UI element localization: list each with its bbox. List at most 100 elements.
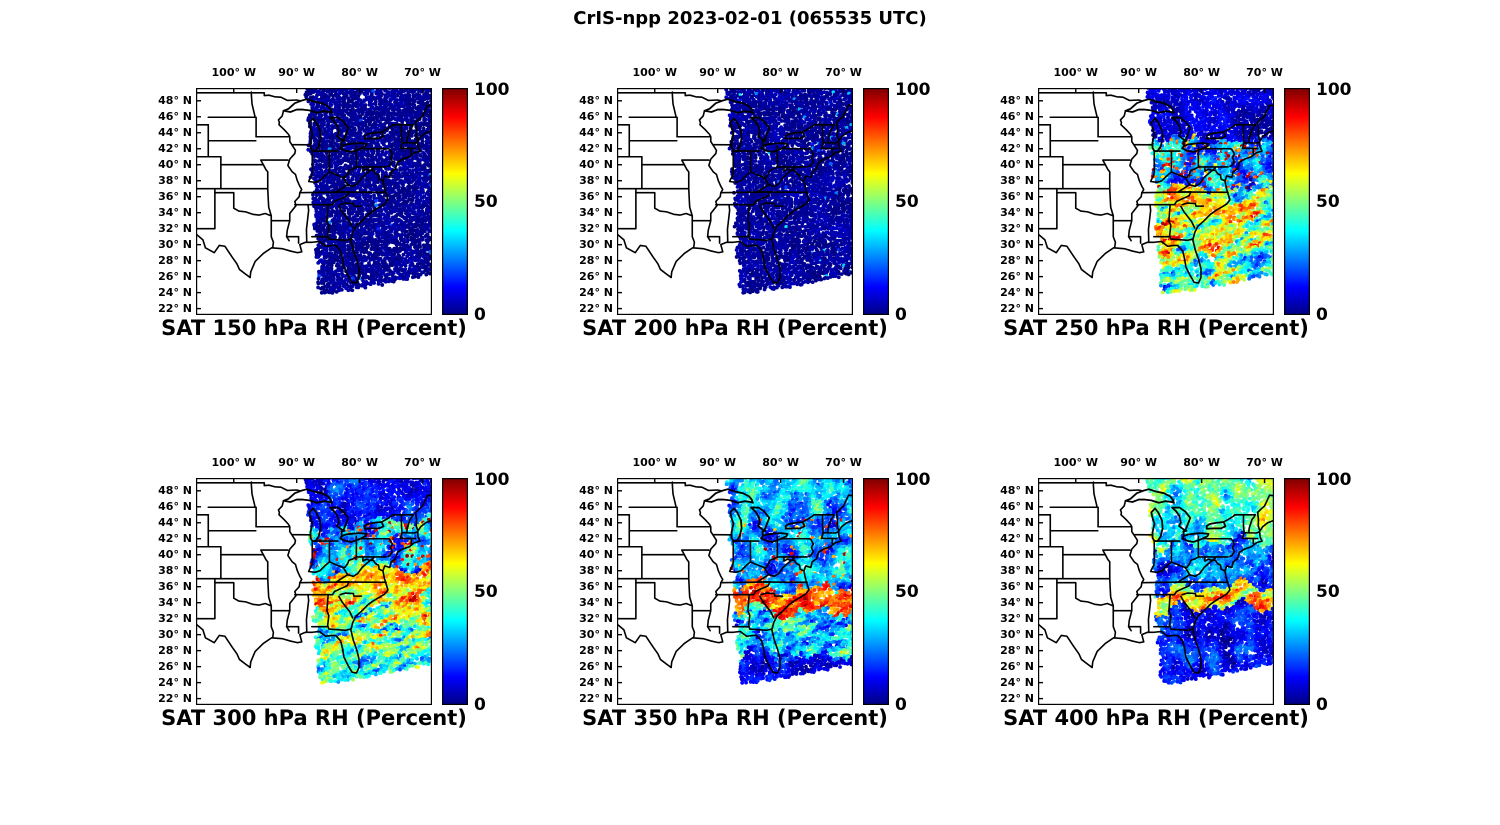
map-canvas	[196, 478, 432, 705]
lon-tick-label: 90° W	[278, 66, 316, 79]
map-panel: 100° W 90° W 80° W 70° W 48° N 46° N 44° N 42°…	[990, 450, 1354, 750]
map-canvas	[1038, 478, 1274, 705]
lat-tick-label: 40° N	[1000, 547, 1034, 561]
colorbar	[442, 88, 468, 315]
lat-tick-label: 34° N	[1000, 205, 1034, 219]
lat-tick-label: 42° N	[579, 531, 613, 545]
lat-tick-label: 26° N	[1000, 659, 1034, 673]
lat-tick-label: 36° N	[1000, 579, 1034, 593]
lat-tick-label: 38° N	[158, 173, 192, 187]
lat-tick-label: 32° N	[1000, 611, 1034, 625]
lat-tick-label: 28° N	[158, 643, 192, 657]
lat-tick-label: 26° N	[158, 659, 192, 673]
lat-tick-label: 34° N	[1000, 595, 1034, 609]
lon-tick-label: 100° W	[632, 456, 677, 469]
lat-tick-label: 26° N	[158, 269, 192, 283]
lat-tick-label: 38° N	[1000, 563, 1034, 577]
lat-tick-label: 46° N	[158, 499, 192, 513]
lat-tick-label: 34° N	[579, 595, 613, 609]
lat-tick-label: 38° N	[579, 173, 613, 187]
lon-tick-label: 100° W	[211, 66, 256, 79]
lat-tick-label: 32° N	[158, 221, 192, 235]
colorbar	[863, 88, 889, 315]
lat-tick-label: 28° N	[1000, 643, 1034, 657]
lat-tick-label: 22° N	[579, 691, 613, 705]
lat-tick-label: 30° N	[1000, 627, 1034, 641]
lat-tick-label: 40° N	[579, 157, 613, 171]
lat-tick-label: 38° N	[158, 563, 192, 577]
colorbar-tick-label: 0	[895, 695, 907, 715]
lat-tick-label: 42° N	[158, 141, 192, 155]
lat-tick-label: 42° N	[1000, 141, 1034, 155]
lat-tick-label: 40° N	[1000, 157, 1034, 171]
lat-tick-label: 48° N	[579, 483, 613, 497]
lat-tick-label: 22° N	[1000, 691, 1034, 705]
lat-tick-label: 22° N	[158, 691, 192, 705]
colorbar-tick-label: 50	[895, 192, 919, 212]
lat-tick-label: 44° N	[158, 125, 192, 139]
lat-tick-label: 32° N	[579, 611, 613, 625]
panel-title: SAT 400 hPa RH (Percent)	[1003, 706, 1309, 730]
colorbar-tick-label: 0	[895, 305, 907, 325]
colorbar	[863, 478, 889, 705]
figure-title: CrIS-npp 2023-02-01 (065535 UTC)	[573, 8, 927, 29]
panel-title: SAT 200 hPa RH (Percent)	[582, 316, 888, 340]
colorbar-tick-label: 100	[895, 80, 931, 100]
lon-tick-label: 90° W	[699, 66, 737, 79]
lon-tick-label: 90° W	[1120, 456, 1158, 469]
lon-tick-label: 90° W	[1120, 66, 1158, 79]
lat-tick-label: 42° N	[1000, 531, 1034, 545]
colorbar-tick-label: 100	[474, 470, 510, 490]
lon-tick-label: 100° W	[632, 66, 677, 79]
lon-tick-label: 70° W	[404, 456, 441, 469]
lon-tick-label: 70° W	[404, 66, 441, 79]
lat-tick-label: 30° N	[158, 237, 192, 251]
lat-tick-label: 48° N	[1000, 483, 1034, 497]
lat-tick-label: 22° N	[158, 301, 192, 315]
colorbar-tick-label: 100	[1316, 470, 1352, 490]
lat-tick-label: 46° N	[1000, 109, 1034, 123]
panel-title: SAT 350 hPa RH (Percent)	[582, 706, 888, 730]
lat-tick-label: 40° N	[158, 157, 192, 171]
lat-tick-label: 22° N	[1000, 301, 1034, 315]
lat-tick-label: 46° N	[158, 109, 192, 123]
lat-tick-label: 30° N	[158, 627, 192, 641]
lat-tick-label: 42° N	[579, 141, 613, 155]
lat-tick-label: 26° N	[579, 269, 613, 283]
lat-tick-label: 36° N	[579, 189, 613, 203]
lat-tick-label: 28° N	[158, 253, 192, 267]
colorbar-tick-label: 100	[895, 470, 931, 490]
colorbar-tick-label: 50	[1316, 582, 1340, 602]
lat-tick-label: 44° N	[579, 125, 613, 139]
colorbar-tick-label: 100	[474, 80, 510, 100]
colorbar	[1284, 478, 1310, 705]
lat-tick-label: 24° N	[579, 675, 613, 689]
lon-tick-label: 80° W	[762, 66, 800, 79]
map-canvas	[1038, 88, 1274, 315]
panel-title: SAT 150 hPa RH (Percent)	[161, 316, 467, 340]
lat-tick-label: 32° N	[1000, 221, 1034, 235]
lat-tick-label: 36° N	[579, 579, 613, 593]
lat-tick-label: 36° N	[158, 189, 192, 203]
lat-tick-label: 22° N	[579, 301, 613, 315]
lat-tick-label: 42° N	[158, 531, 192, 545]
lat-tick-label: 48° N	[1000, 93, 1034, 107]
map-panel: 100° W 90° W 80° W 70° W 48° N 46° N 44° N 42°…	[569, 450, 933, 750]
lon-tick-label: 70° W	[825, 456, 862, 469]
lat-tick-label: 46° N	[579, 499, 613, 513]
lon-tick-label: 90° W	[278, 456, 316, 469]
lat-tick-label: 24° N	[1000, 285, 1034, 299]
lon-tick-label: 80° W	[341, 456, 379, 469]
colorbar-tick-label: 0	[474, 305, 486, 325]
lat-tick-label: 48° N	[158, 483, 192, 497]
lon-tick-label: 100° W	[211, 456, 256, 469]
map-panel: 100° W 90° W 80° W 70° W 48° N 46° N 44° N 42°…	[148, 450, 512, 750]
map-panel: 100° W 90° W 80° W 70° W 48° N 46° N 44° N 42°…	[148, 60, 512, 360]
lon-tick-label: 80° W	[1183, 456, 1221, 469]
lat-tick-label: 24° N	[158, 675, 192, 689]
lat-tick-label: 26° N	[1000, 269, 1034, 283]
panel-title: SAT 300 hPa RH (Percent)	[161, 706, 467, 730]
lat-tick-label: 24° N	[579, 285, 613, 299]
lon-tick-label: 80° W	[762, 456, 800, 469]
